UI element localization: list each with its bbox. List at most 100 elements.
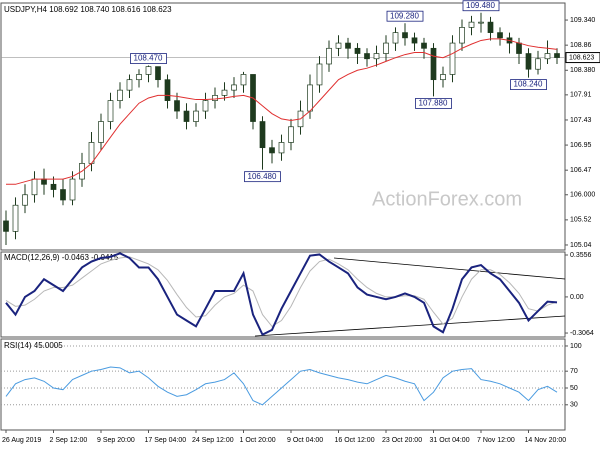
series-line (5, 252, 558, 336)
candle-body (117, 89, 123, 101)
candle-body (440, 74, 446, 81)
candle-body (554, 53, 560, 58)
candle-body (98, 121, 104, 143)
annotation-box (510, 79, 547, 90)
macd-panel (0, 251, 566, 338)
watermark: ActionForex.com (372, 188, 522, 210)
trendline (254, 315, 566, 337)
candle-body (288, 126, 294, 143)
candle-body (259, 121, 266, 149)
candle-body (421, 42, 427, 49)
x-tick-label: 24 Sep 12:00 (192, 437, 234, 444)
y-tick-label: 100 (570, 343, 582, 350)
candle-body (193, 110, 199, 122)
candle-body (459, 27, 465, 44)
candle-body (392, 32, 399, 44)
candle-body (430, 47, 437, 81)
x-tick-label: 1 Oct 20:00 (240, 437, 276, 444)
y-tick-label: -0.3064 (570, 330, 594, 337)
candle-body (50, 183, 57, 190)
candle-body (145, 66, 152, 75)
candle-body (345, 42, 351, 49)
rsi-title: RSI(14) 45.0005 (4, 341, 63, 350)
y-tick-label: 106.000 (570, 192, 595, 199)
candle-body (31, 178, 38, 196)
candle-body (468, 21, 475, 28)
candle-body (335, 42, 342, 49)
candle-body (278, 142, 285, 154)
main-panel (0, 2, 566, 251)
last-price-label: 108.623 (569, 54, 594, 61)
x-tick-label: 17 Sep 04:00 (145, 437, 187, 444)
main-title: USDJPY,H4 108.692 108.740 108.616 108.62… (4, 5, 172, 14)
y-tick-label: 107.91 (570, 92, 592, 99)
candle-body (202, 100, 209, 112)
y-tick-label: 50 (570, 385, 578, 392)
candle-body (478, 21, 484, 24)
annotation-label: 108.470 (134, 54, 163, 63)
candle-body (354, 47, 361, 54)
x-tick-label: 16 Oct 12:00 (335, 437, 375, 444)
candle-body (269, 147, 275, 154)
annotation-box (244, 171, 281, 183)
x-tick-label: 7 Nov 12:00 (477, 437, 515, 444)
annotation-box (386, 10, 424, 22)
candle-body (60, 189, 66, 201)
candle-body (231, 84, 237, 91)
annotation-box (462, 0, 500, 12)
x-tick-label: 2 Sep 12:00 (50, 437, 88, 444)
candle-body (316, 63, 323, 86)
y-tick-label: 70 (570, 368, 578, 375)
candle-body (212, 95, 218, 101)
candle-body (544, 53, 551, 60)
candle-body (516, 42, 522, 54)
x-tick-label: 9 Sep 20:00 (97, 437, 135, 444)
candle-body (3, 220, 9, 232)
candle-body (41, 178, 47, 185)
trendline (333, 257, 566, 280)
candle-body (174, 100, 180, 112)
candle-body (12, 204, 19, 232)
candle-body (69, 178, 76, 201)
annotation-box (415, 98, 452, 109)
y-tick-label: 30 (570, 402, 578, 409)
y-tick-label: 0.00 (570, 294, 584, 301)
candle-body (107, 100, 114, 122)
y-tick-label: 108.86 (570, 42, 592, 49)
y-tick-label: 105.52 (570, 217, 592, 224)
candle-body (383, 42, 389, 54)
last-price-box (565, 52, 600, 64)
y-tick-label: 107.43 (570, 117, 592, 124)
rsi-panel (0, 338, 566, 431)
series-line (5, 256, 558, 328)
annotation-label: 109.280 (390, 11, 419, 20)
candle-body (22, 194, 28, 206)
y-tick-label: 106.95 (570, 142, 592, 149)
candle-body (326, 47, 332, 65)
x-tick-label: 31 Oct 04:00 (430, 437, 470, 444)
candle-body (155, 66, 161, 81)
candle-body (240, 74, 247, 86)
y-tick-label: 106.47 (570, 167, 592, 174)
series-line (5, 366, 558, 406)
annotation-label: 106.480 (248, 172, 277, 181)
candle-body (402, 32, 408, 39)
y-tick-label: 109.340 (570, 17, 595, 24)
candle-body (497, 32, 503, 39)
y-tick-label: 0.3556 (570, 252, 592, 259)
candle-body (364, 53, 370, 60)
x-tick-label: 9 Oct 04:00 (287, 437, 323, 444)
annotation-label: 107.880 (419, 99, 448, 108)
candle-body (449, 42, 456, 75)
annotation-label: 109.480 (466, 1, 495, 10)
candle-body (373, 53, 380, 60)
candle-body (183, 110, 190, 122)
candle-body (411, 37, 418, 44)
candle-body (164, 79, 171, 101)
candle-body (525, 53, 532, 70)
candle-body (136, 74, 142, 81)
x-tick-label: 23 Oct 20:00 (382, 437, 422, 444)
x-tick-label: 14 Nov 20:00 (525, 437, 567, 444)
